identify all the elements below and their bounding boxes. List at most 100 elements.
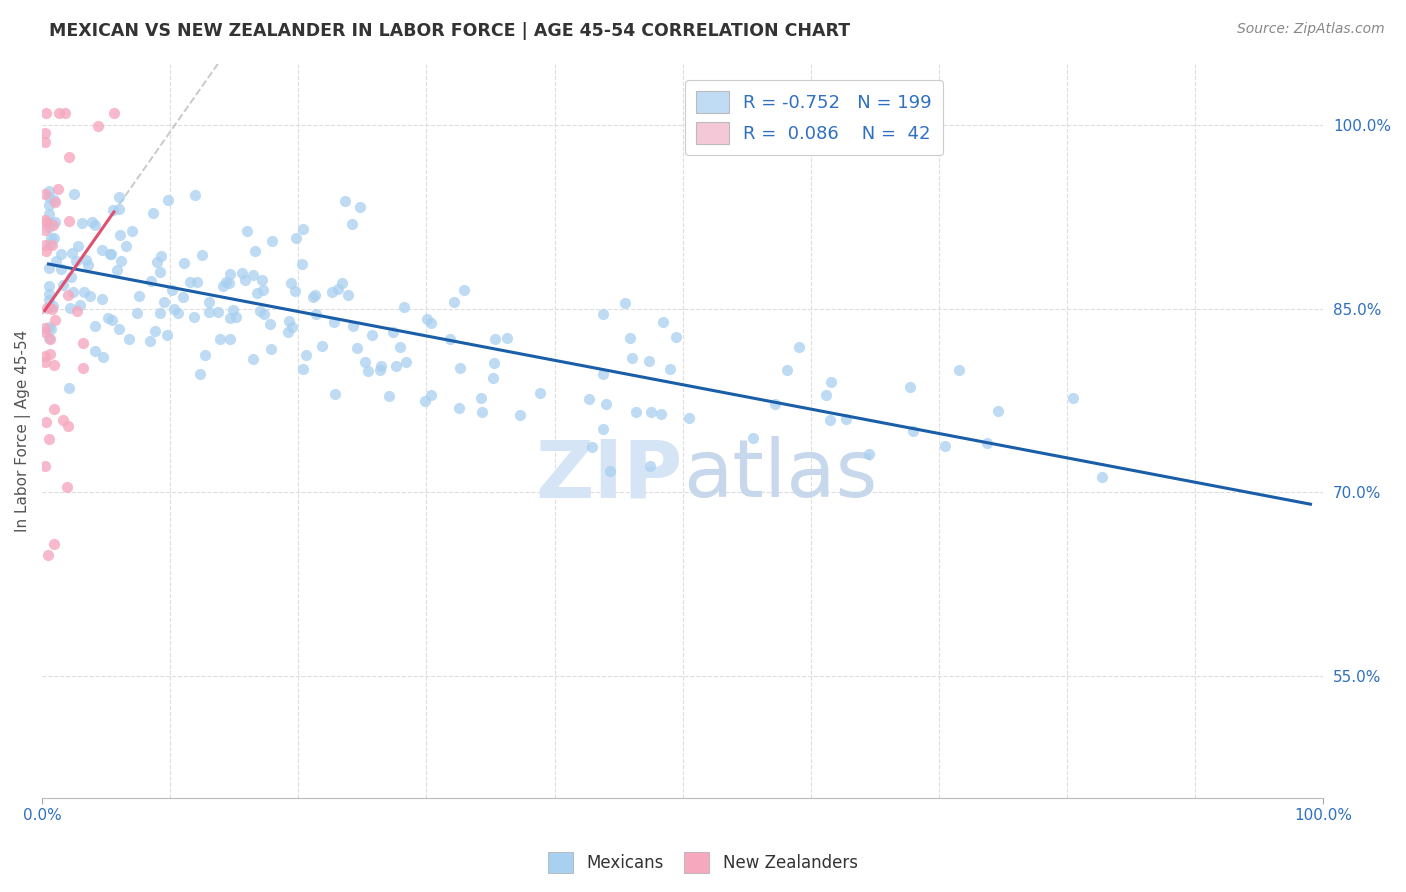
Point [346, 341, 368, 355]
Point [278, 314, 301, 328]
Point [38, 331, 60, 345]
Point [815, 388, 838, 402]
Point [637, 353, 659, 368]
Point [160, 283, 183, 297]
Point [59, 301, 82, 315]
Point [38, 278, 60, 293]
Point [105, 263, 128, 277]
Point [52, 277, 75, 292]
Text: Source: ZipAtlas.com: Source: ZipAtlas.com [1237, 22, 1385, 37]
Point [741, 431, 763, 445]
Point [835, 412, 858, 426]
Point [439, 332, 461, 346]
Point [82, 215, 104, 229]
Point [449, 401, 471, 416]
Point [38, 287, 60, 301]
Point [42, 537, 65, 551]
Point [100, 246, 122, 260]
Point [197, 295, 219, 310]
Point [115, 239, 138, 253]
Point [73, 285, 96, 300]
Point [101, 202, 124, 217]
Point [599, 464, 621, 478]
Point [34, 238, 56, 252]
Point [763, 396, 786, 410]
Point [156, 328, 179, 343]
Point [34, 325, 56, 339]
Point [72, 361, 94, 376]
Text: ZIP: ZIP [536, 436, 683, 514]
Point [336, 288, 359, 302]
Point [167, 306, 190, 320]
Point [191, 248, 214, 262]
Point [39, 332, 62, 346]
Point [349, 200, 371, 214]
Point [361, 327, 384, 342]
Point [34, 321, 56, 335]
Point [162, 301, 184, 316]
Point [250, 272, 273, 286]
Point [340, 217, 363, 231]
Point [198, 304, 221, 318]
Point [357, 364, 380, 378]
Point [986, 404, 1008, 418]
Point [56, 480, 79, 494]
Point [141, 274, 163, 288]
Point [321, 285, 343, 299]
Point [186, 275, 208, 289]
Point [38, 293, 60, 308]
Point [281, 320, 304, 334]
Point [108, 190, 131, 204]
Text: atlas: atlas [683, 436, 877, 514]
Point [41, 300, 63, 314]
Point [259, 317, 281, 331]
Point [34, 126, 56, 140]
Point [976, 435, 998, 450]
Point [38, 197, 60, 211]
Point [325, 387, 347, 401]
Point [149, 306, 172, 320]
Point [392, 300, 415, 314]
Point [35, 215, 58, 229]
Point [44, 215, 66, 229]
Point [35, 106, 58, 120]
Point [107, 202, 129, 216]
Point [39, 216, 62, 230]
Point [218, 276, 240, 290]
Point [858, 447, 880, 461]
Point [235, 224, 257, 238]
Point [302, 290, 325, 304]
Point [39, 231, 62, 245]
Point [91, 292, 114, 306]
Point [34, 355, 56, 369]
Point [38, 347, 60, 361]
Point [420, 387, 443, 401]
Point [91, 350, 114, 364]
Point [529, 385, 551, 400]
Point [146, 255, 169, 269]
Point [38, 184, 60, 198]
Point [787, 340, 810, 354]
Point [44, 194, 66, 209]
Point [150, 249, 173, 263]
Point [898, 380, 921, 394]
Point [38, 300, 60, 314]
Point [219, 310, 242, 325]
Point [482, 371, 505, 385]
Point [34, 186, 56, 201]
Y-axis label: In Labor Force | Age 45-54: In Labor Force | Age 45-54 [15, 330, 31, 533]
Point [304, 287, 326, 301]
Point [52, 413, 75, 427]
Point [242, 268, 264, 283]
Point [58, 214, 80, 228]
Point [638, 458, 661, 473]
Point [79, 289, 101, 303]
Point [97, 310, 120, 325]
Point [678, 411, 700, 425]
Point [34, 213, 56, 227]
Point [381, 325, 404, 339]
Point [292, 222, 315, 236]
Point [87, 120, 110, 134]
Point [225, 310, 247, 324]
Point [38, 432, 60, 446]
